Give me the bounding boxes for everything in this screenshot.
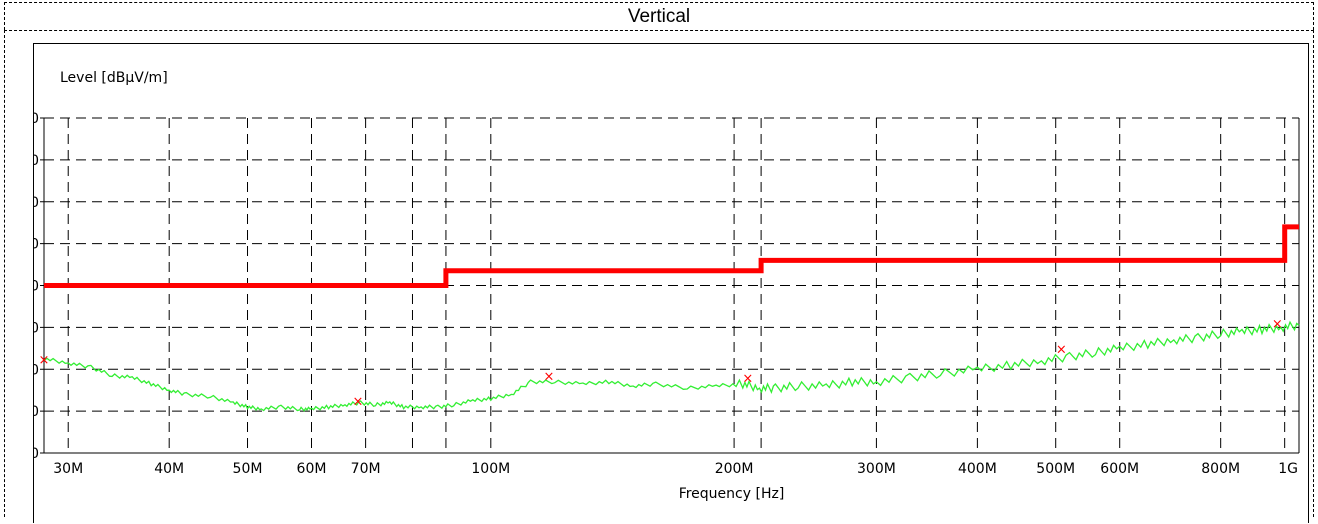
x-tick-label: 500M (1036, 461, 1075, 477)
x-tick-label: 600M (1100, 461, 1139, 477)
marker-layer: × × × × × × (39, 317, 1283, 409)
y-tick-label: 30 (34, 320, 39, 336)
x-tick-label: 50M (233, 461, 263, 477)
x-tick-label: 70M (351, 461, 381, 477)
y-tick-label: 20 (34, 362, 39, 378)
x-tick-label: 300M (857, 461, 896, 477)
y-tick-label: 10 (34, 404, 39, 420)
x-tick-label: 800M (1201, 461, 1240, 477)
outer-frame-right (1313, 30, 1314, 517)
x-tick-label: 1G (1278, 461, 1298, 477)
series-layer (43, 224, 1300, 412)
label-layer: 0 10 20 30 40 50 60 70 80 30M 40M 50M 60M 70M 100M 200M… (34, 70, 1298, 502)
measurement-trace (43, 320, 1300, 412)
y-tick-label: 80 (34, 111, 39, 127)
y-axis-title: Level [dBµV/m] (60, 70, 168, 86)
outer-frame-left (4, 30, 5, 517)
x-tick-label: 60M (297, 461, 327, 477)
title-divider (4, 30, 1314, 31)
chart-svg: × × × × × × 0 10 20 30 40 50 60 70 80 30M 40M 50M 60M 70M 1… (34, 70, 1300, 502)
peak-marker: × (742, 372, 753, 387)
x-tick-label: 400M (958, 461, 997, 477)
x-tick-label: 100M (471, 461, 510, 477)
y-tick-label: 70 (34, 153, 39, 169)
y-tick-label: 40 (34, 279, 39, 295)
x-axis-title: Frequency [Hz] (679, 486, 785, 502)
peak-marker: × (353, 395, 364, 410)
y-tick-label: 0 (34, 446, 39, 462)
peak-marker: × (39, 353, 50, 368)
x-tick-label: 40M (154, 461, 184, 477)
peak-marker: × (543, 370, 554, 385)
peak-marker: × (1056, 342, 1067, 357)
y-tick-label: 50 (34, 237, 39, 253)
peak-marker: × (1272, 317, 1283, 332)
chart-panel: × × × × × × 0 10 20 30 40 50 60 70 80 30M 40M 50M 60M 70M 1… (33, 43, 1309, 523)
chart-title: Vertical (4, 2, 1314, 30)
x-tick-label: 200M (715, 461, 754, 477)
limit-line (44, 224, 1299, 288)
x-tick-label: 30M (53, 461, 83, 477)
y-tick-label: 60 (34, 195, 39, 211)
